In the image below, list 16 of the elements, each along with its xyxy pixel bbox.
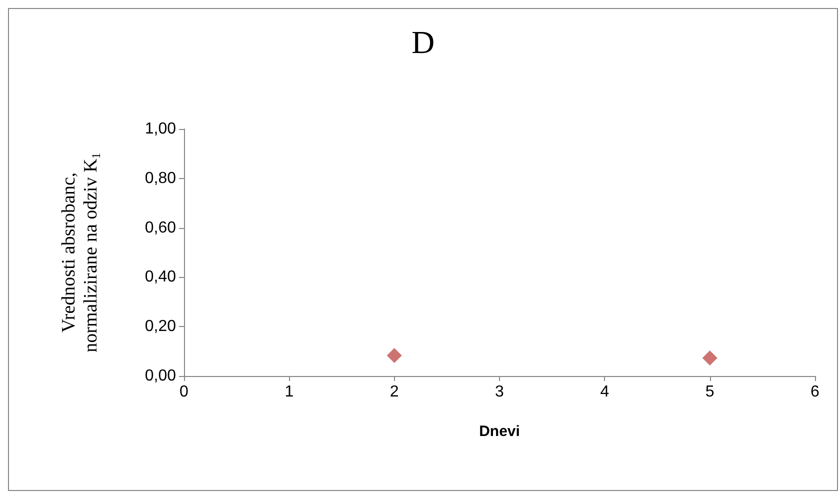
- x-tick-label: 6: [810, 384, 820, 400]
- y-tick-label: 0,60: [144, 219, 176, 236]
- x-tick-label: 1: [284, 384, 294, 400]
- x-tick-label: 4: [600, 384, 610, 400]
- x-axis-title: Dnevi: [479, 423, 520, 440]
- y-tick-label: 0,40: [144, 268, 176, 286]
- y-axis-title: Vrednosti absrobanc, normalizirane na odziv K1: [58, 152, 103, 352]
- y-tick-label: 0,20: [144, 318, 176, 336]
- x-tick-label: 3: [495, 384, 504, 400]
- y-tick-label: 0,80: [144, 170, 176, 187]
- chart-title: D: [411, 24, 435, 60]
- y-tick-label: 0,00: [144, 368, 176, 384]
- y-tick-label: 1,00: [144, 120, 176, 138]
- x-tick-label: 0: [180, 384, 189, 400]
- x-tick-label: 2: [390, 384, 399, 400]
- x-tick-label: 5: [705, 384, 714, 400]
